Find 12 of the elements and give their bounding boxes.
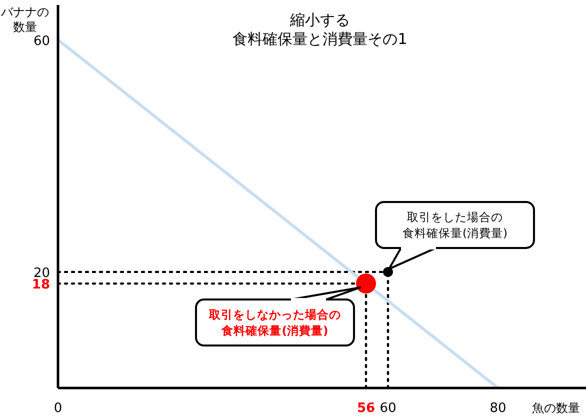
x-tick-label: 60 (380, 401, 396, 416)
y-axis-title: バナナの数量 (0, 5, 49, 34)
x-tick-label: 0 (54, 401, 62, 416)
y-tick-label: 18 (32, 278, 50, 293)
y-tick-label: 60 (33, 34, 50, 49)
x-tick-label: 56 (356, 401, 376, 416)
text: 食料確保量と消費量その1 (232, 30, 408, 48)
annotation: 取引をしなかった場合の食料確保量(消費量) (208, 308, 341, 338)
chart-title: 縮小する (289, 11, 350, 29)
annotation: 取引をした場合の食料確保量(消費量) (402, 210, 508, 240)
x-tick-label: 80 (490, 401, 506, 416)
x-axis-title: 魚の数量 (532, 401, 580, 415)
